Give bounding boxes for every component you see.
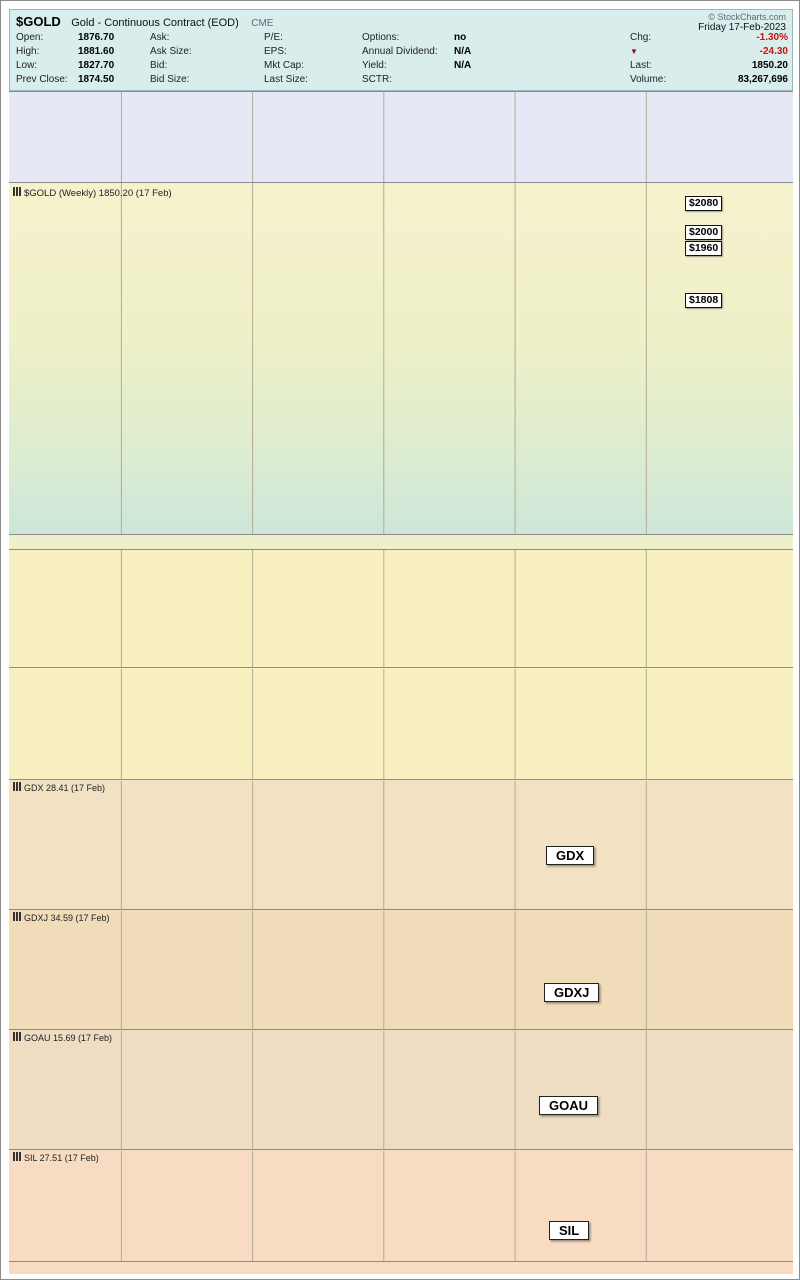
ask-label: Ask: xyxy=(150,32,170,43)
chg-label: Chg: xyxy=(630,32,652,43)
last-value: 1850.20 xyxy=(751,60,788,71)
dividend-label: Annual Dividend: xyxy=(362,46,438,57)
quote-col-fundamentals: P/E: EPS: Mkt Cap: Last Size: xyxy=(264,31,318,87)
open-label: Open: xyxy=(16,32,44,43)
price-panel-bg xyxy=(9,182,793,534)
quote-col-change: Chg: -1.30% ▼ -24.30 Last: 1850.20 Volume: 8… xyxy=(630,31,788,87)
date-axis-strip xyxy=(9,534,793,549)
high-label: High: xyxy=(16,46,40,57)
prev-close-label: Prev Close: xyxy=(16,74,68,85)
pe-label: P/E: xyxy=(264,32,283,43)
options-value: no xyxy=(454,32,467,43)
date-axis-strip-bottom xyxy=(9,1261,793,1274)
last-size-label: Last Size: xyxy=(264,74,308,85)
last-label: Last: xyxy=(630,60,652,71)
chg-value: -24.30 xyxy=(759,46,788,57)
chart-style-icon xyxy=(13,1032,21,1041)
gdxj-panel-bg xyxy=(9,909,793,1029)
quote-header-panel: $GOLD Gold - Continuous Contract (EOD) C… xyxy=(9,9,793,91)
sil-panel-bg xyxy=(9,1149,793,1261)
sil-label-box: SIL xyxy=(549,1221,590,1240)
sctr-label: SCTR: xyxy=(362,74,392,85)
volume-label: Volume: xyxy=(630,74,667,85)
quote-date: Friday 17-Feb-2023 xyxy=(698,22,786,33)
dividend-value: N/A xyxy=(454,46,472,57)
gdx-label-box: GDX xyxy=(546,846,595,865)
low-label: Low: xyxy=(16,60,38,71)
quote-col-ohlc: Open: 1876.70 High: 1881.60 Low: 1827.70 Pr… xyxy=(16,31,114,87)
mktcap-label: Mkt Cap: xyxy=(264,60,305,71)
gdx-title: GDX 28.41 (17 Feb) xyxy=(13,782,105,793)
gdx-panel-bg xyxy=(9,779,793,909)
price-label-2080: $2080 xyxy=(685,196,723,211)
bid-label: Bid: xyxy=(150,60,168,71)
chart-style-icon xyxy=(13,782,21,791)
chart-style-icon xyxy=(13,912,21,921)
ask-size-label: Ask Size: xyxy=(150,46,192,57)
bid-size-label: Bid Size: xyxy=(150,74,190,85)
options-label: Options: xyxy=(362,32,400,43)
main-chart-title: $GOLD (Weekly) 1850.20 (17 Feb) xyxy=(13,187,172,199)
symbol-description: Gold - Continuous Contract (EOD) xyxy=(71,17,239,29)
chart-style-icon xyxy=(13,1152,21,1161)
copyright-text: © StockCharts.com xyxy=(708,12,786,22)
eps-label: EPS: xyxy=(264,46,287,57)
volume-value: 83,267,696 xyxy=(737,74,788,85)
volume-panel-bg xyxy=(9,549,793,667)
chg-percent: -1.30% xyxy=(756,32,788,43)
open-value: 1876.70 xyxy=(78,32,115,43)
yield-value: N/A xyxy=(454,60,472,71)
down-triangle-icon: ▼ xyxy=(630,47,638,56)
symbol-ticker: $GOLD xyxy=(16,14,61,29)
prev-close-value: 1874.50 xyxy=(78,74,115,85)
chart-title-row: $GOLD Gold - Continuous Contract (EOD) C… xyxy=(16,13,273,31)
goau-label-box: GOAU xyxy=(539,1096,598,1115)
sil-title: SIL 27.51 (17 Feb) xyxy=(13,1152,99,1163)
stochastic-panel-bg xyxy=(9,667,793,779)
exchange-label: CME xyxy=(251,18,274,29)
low-value: 1827.70 xyxy=(78,60,115,71)
goau-panel-bg xyxy=(9,1029,793,1149)
rsi-panel-bg xyxy=(9,91,793,182)
chart-style-icon xyxy=(13,187,21,196)
quote-col-bid-ask: Ask: Ask Size: Bid: Bid Size: xyxy=(150,31,200,87)
price-label-2000: $2000 xyxy=(685,225,723,240)
gdxj-title: GDXJ 34.59 (17 Feb) xyxy=(13,912,110,923)
price-label-1808: $1808 xyxy=(685,293,723,308)
gdxj-label-box: GDXJ xyxy=(544,983,600,1002)
high-value: 1881.60 xyxy=(78,46,115,57)
yield-label: Yield: xyxy=(362,60,387,71)
goau-title: GOAU 15.69 (17 Feb) xyxy=(13,1032,112,1043)
quote-col-options: Options: no Annual Dividend: N/A Yield: N/A… xyxy=(362,31,471,87)
price-label-1960: $1960 xyxy=(685,241,723,256)
